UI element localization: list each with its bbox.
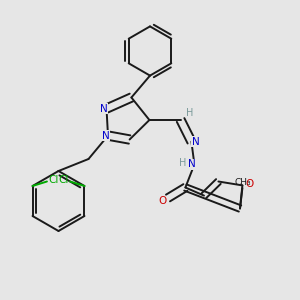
Text: N: N (188, 159, 196, 170)
Text: O: O (158, 196, 167, 206)
Text: N: N (192, 136, 200, 147)
Text: N: N (100, 103, 108, 114)
Text: O: O (245, 179, 253, 189)
Text: Cl: Cl (58, 175, 69, 185)
Text: N: N (102, 130, 110, 141)
Text: H: H (179, 158, 186, 168)
Text: Cl: Cl (48, 175, 59, 185)
Text: CH₃: CH₃ (235, 178, 252, 187)
Text: H: H (186, 108, 193, 118)
